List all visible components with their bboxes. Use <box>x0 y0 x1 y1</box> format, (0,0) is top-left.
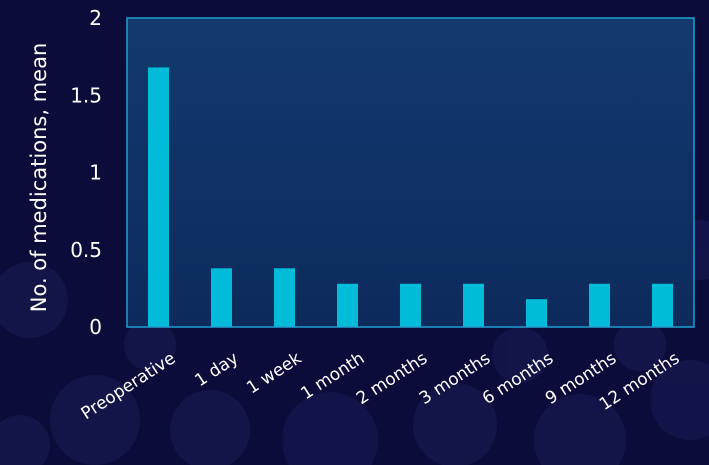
x-tick-label: 1 day <box>191 348 242 391</box>
x-tick-label: 6 months <box>479 348 557 409</box>
bar-9-months <box>589 283 610 327</box>
plot-border <box>126 17 695 328</box>
y-tick-label: 1 <box>89 161 102 185</box>
x-tick-label: Preoperative <box>78 348 179 424</box>
x-tick-label: 1 week <box>243 348 305 398</box>
bar-1-day <box>211 268 232 327</box>
bar-preoperative <box>148 67 169 327</box>
y-tick-label: 0 <box>89 315 102 339</box>
y-axis-title: No. of medications, mean <box>27 43 51 312</box>
x-tick-label: 3 months <box>416 348 494 409</box>
bar-6-months <box>526 299 547 327</box>
bar-12-months <box>652 283 673 327</box>
bar-1-week <box>274 268 295 327</box>
bar-3-months <box>463 283 484 327</box>
bar-2-months <box>400 283 421 327</box>
y-tick-label: 0.5 <box>70 238 102 262</box>
y-tick-label: 1.5 <box>70 83 102 107</box>
bar-1-month <box>337 283 358 327</box>
y-tick-label: 2 <box>89 6 102 30</box>
x-tick-label: 2 months <box>353 348 431 409</box>
